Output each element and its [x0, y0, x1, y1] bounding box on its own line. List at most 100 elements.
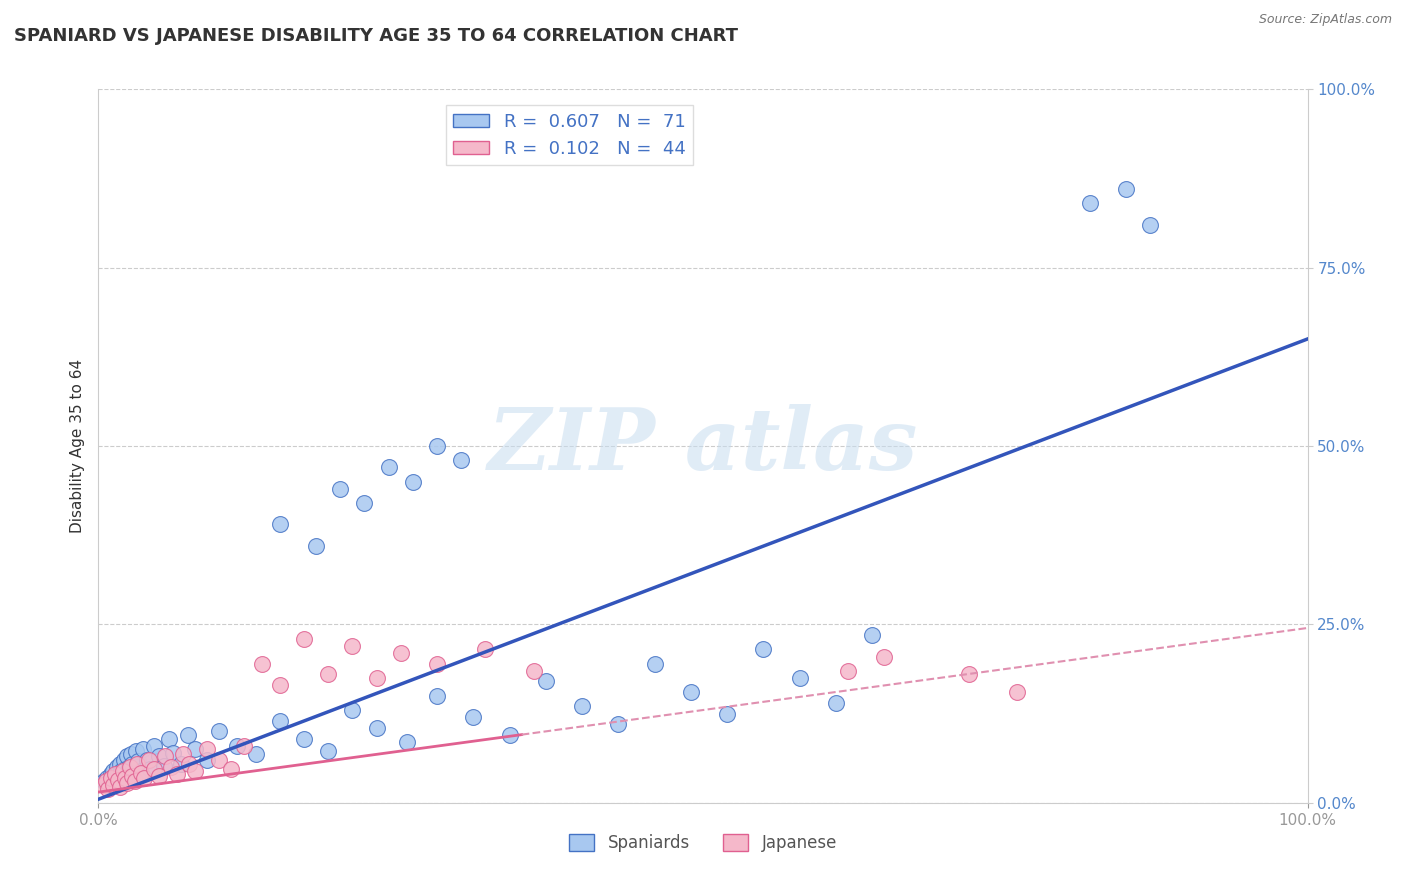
Point — [132, 742, 155, 756]
Point — [607, 717, 630, 731]
Point — [377, 460, 399, 475]
Point — [104, 776, 127, 790]
Point — [143, 739, 166, 753]
Point — [232, 739, 254, 753]
Point — [169, 756, 191, 771]
Point — [108, 780, 131, 794]
Point — [269, 678, 291, 692]
Point — [157, 731, 180, 746]
Point — [112, 753, 135, 767]
Point — [316, 744, 339, 758]
Point — [498, 728, 520, 742]
Point — [129, 764, 152, 778]
Point — [153, 749, 176, 764]
Point — [426, 657, 449, 671]
Text: SPANIARD VS JAPANESE DISABILITY AGE 35 TO 64 CORRELATION CHART: SPANIARD VS JAPANESE DISABILITY AGE 35 T… — [14, 27, 738, 45]
Point — [957, 667, 980, 681]
Point — [402, 475, 425, 489]
Point — [127, 756, 149, 771]
Point — [97, 781, 120, 796]
Point — [125, 744, 148, 758]
Point — [118, 767, 141, 781]
Point — [463, 710, 485, 724]
Point — [1078, 196, 1101, 211]
Point — [523, 664, 546, 678]
Point — [98, 778, 121, 792]
Point — [342, 639, 364, 653]
Point — [172, 747, 194, 762]
Point — [716, 706, 738, 721]
Point — [91, 778, 114, 792]
Point — [107, 765, 129, 780]
Point — [195, 753, 218, 767]
Point — [450, 453, 472, 467]
Point — [114, 771, 136, 785]
Point — [120, 747, 142, 762]
Point — [105, 760, 128, 774]
Point — [111, 764, 134, 778]
Point — [221, 762, 243, 776]
Point — [111, 771, 134, 785]
Point — [148, 749, 170, 764]
Point — [124, 765, 146, 780]
Text: ZIP atlas: ZIP atlas — [488, 404, 918, 488]
Point — [134, 771, 156, 785]
Point — [250, 657, 273, 671]
Point — [292, 632, 315, 646]
Y-axis label: Disability Age 35 to 64: Disability Age 35 to 64 — [69, 359, 84, 533]
Point — [100, 767, 122, 781]
Point — [93, 774, 115, 789]
Point — [679, 685, 702, 699]
Point — [103, 769, 125, 783]
Text: Source: ZipAtlas.com: Source: ZipAtlas.com — [1258, 13, 1392, 27]
Point — [474, 642, 496, 657]
Point — [96, 771, 118, 785]
Point — [366, 671, 388, 685]
Point — [208, 724, 231, 739]
Point — [135, 753, 157, 767]
Legend: Spaniards, Japanese: Spaniards, Japanese — [562, 827, 844, 859]
Point — [166, 767, 188, 781]
Point — [195, 742, 218, 756]
Point — [177, 728, 200, 742]
Point — [329, 482, 352, 496]
Point — [292, 731, 315, 746]
Point — [162, 746, 184, 760]
Point — [426, 689, 449, 703]
Point — [115, 769, 138, 783]
Point — [121, 756, 143, 771]
Point — [1007, 685, 1029, 699]
Point — [1115, 182, 1137, 196]
Point — [1139, 218, 1161, 232]
Point — [108, 756, 131, 771]
Point — [305, 539, 328, 553]
Point — [837, 664, 859, 678]
Point — [179, 756, 201, 771]
Point — [110, 764, 132, 778]
Point — [860, 628, 883, 642]
Point — [104, 767, 127, 781]
Point — [395, 735, 418, 749]
Point — [101, 764, 124, 778]
Point — [316, 667, 339, 681]
Point — [226, 739, 249, 753]
Point — [143, 762, 166, 776]
Point — [160, 760, 183, 774]
Point — [789, 671, 811, 685]
Point — [873, 649, 896, 664]
Point — [100, 771, 122, 785]
Point — [101, 778, 124, 792]
Point — [127, 755, 149, 769]
Point — [117, 749, 139, 764]
Point — [269, 714, 291, 728]
Point — [184, 764, 207, 778]
Point — [129, 765, 152, 780]
Point — [571, 699, 593, 714]
Point — [152, 758, 174, 772]
Point — [426, 439, 449, 453]
Point — [534, 674, 557, 689]
Point — [121, 769, 143, 783]
Point — [245, 747, 267, 762]
Point — [118, 760, 141, 774]
Point — [138, 753, 160, 767]
